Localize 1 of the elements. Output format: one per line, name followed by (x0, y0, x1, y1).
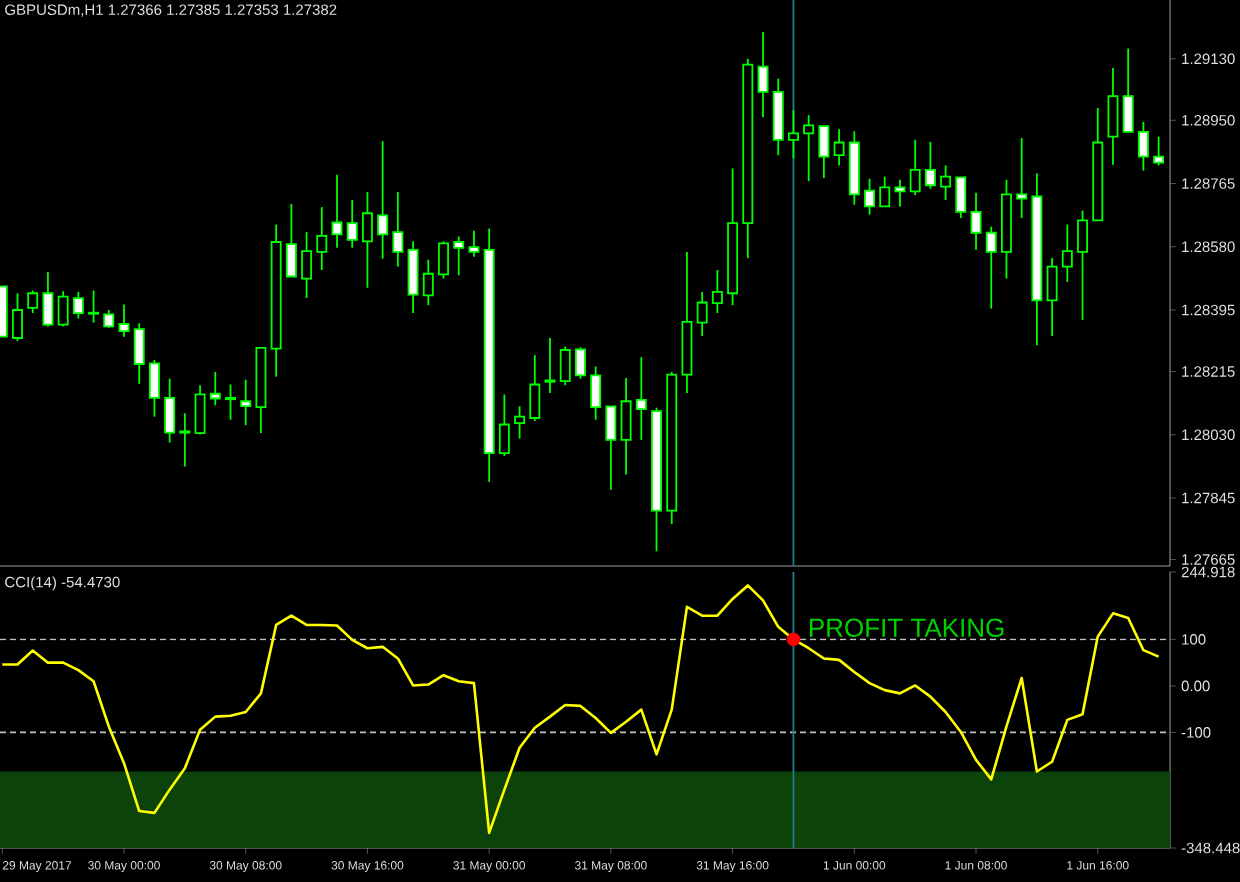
annotation: PROFIT TAKING (809, 618, 1004, 637)
